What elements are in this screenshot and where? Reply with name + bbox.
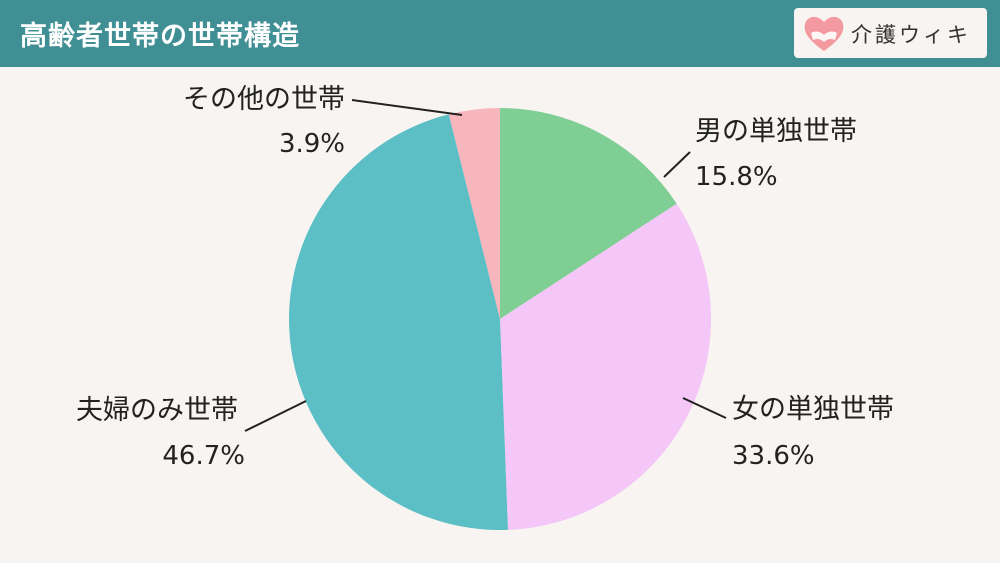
slice-value-label: 33.6%	[732, 441, 815, 471]
brand-name: 介護ウィキ	[851, 23, 971, 47]
pie-slice	[288, 114, 508, 531]
pie-slice	[500, 203, 712, 530]
leader-line	[682, 397, 727, 419]
leader-line	[351, 99, 463, 116]
slice-value-label: 15.8%	[695, 162, 778, 192]
pie-slice	[448, 108, 500, 319]
leader-line	[244, 400, 307, 432]
slice-value-label: 46.7%	[162, 441, 245, 471]
slice-label: 夫婦のみ世帯	[76, 395, 238, 426]
header-bar: 高齢者世帯の世帯構造 介護ウィキ	[0, 0, 1000, 67]
slice-label: 男の単独世帯	[695, 116, 857, 147]
slice-value-label: 3.9%	[279, 129, 345, 159]
brand-logo: 介護ウィキ	[794, 8, 987, 58]
heart-hands-icon	[804, 16, 844, 51]
slice-label: その他の世帯	[183, 84, 345, 115]
page-title: 高齢者世帯の世帯構造	[20, 21, 300, 52]
pie-slice	[500, 108, 677, 319]
leader-line	[663, 151, 691, 178]
slice-label: 女の単独世帯	[732, 394, 894, 425]
